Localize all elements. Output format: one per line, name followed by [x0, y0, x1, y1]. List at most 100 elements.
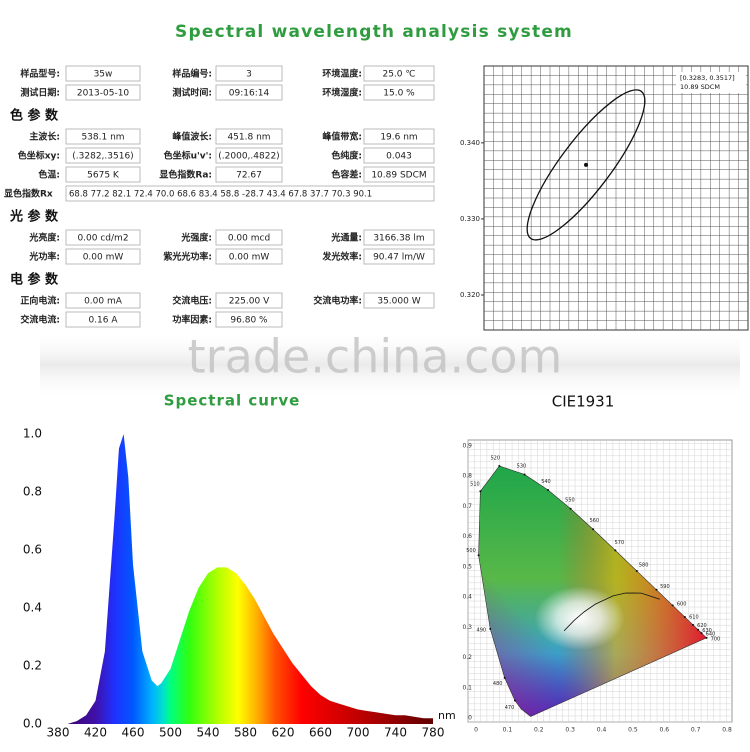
field-value: 0.00 mW: [83, 253, 124, 263]
x-tick-label: 580: [234, 726, 257, 740]
x-tick-label: 0.7: [691, 727, 701, 734]
field-label: 光亮度:: [28, 232, 60, 244]
field-label: 色坐标xy:: [18, 150, 60, 162]
locus-label: 540: [541, 479, 551, 485]
locus-dot: [697, 628, 700, 631]
x-tick-label: 500: [159, 726, 182, 740]
page-title: Spectral wavelength analysis system: [175, 22, 573, 42]
locus-dot: [655, 588, 658, 591]
locus-label: 640: [706, 632, 716, 638]
locus-dot: [503, 676, 506, 679]
x-tick-label: 0.5: [628, 727, 638, 734]
field-label: 功率因素:: [172, 314, 212, 326]
field-label: 色容差:: [331, 169, 362, 181]
field-label: 主波长:: [29, 131, 60, 143]
locus-label: 500: [466, 548, 476, 554]
field-value: 3: [246, 70, 252, 80]
value-box: [363, 147, 435, 164]
value-box: [65, 128, 141, 145]
section-title: 电 参 数: [10, 272, 59, 288]
locus-dot: [513, 699, 516, 702]
locus-label: 510: [470, 482, 480, 488]
locus-label: 580: [639, 563, 649, 569]
field-label: 测试时间:: [172, 87, 212, 99]
field-label: 紫光光功率:: [163, 251, 212, 263]
field-label: 峰值波长:: [172, 131, 212, 143]
locus-label: 520: [490, 455, 500, 461]
gamut-outline: [478, 465, 708, 717]
y-tick-label: 0: [468, 715, 472, 722]
locus-label: 600: [677, 602, 687, 608]
locus-label: 530: [517, 463, 527, 469]
field-value: 5675 K: [87, 171, 120, 181]
locus-dot: [569, 507, 572, 510]
locus-label: 470: [505, 705, 515, 711]
field-label: 环境温度:: [322, 68, 362, 80]
field-value: 0.00 cd/m2: [77, 234, 128, 244]
locus-dot: [477, 554, 480, 557]
field-label: 峰值带宽:: [322, 131, 362, 143]
field-value: 3166.38 lm: [373, 234, 424, 244]
value-box: [363, 248, 435, 265]
locus-dot: [614, 549, 617, 552]
field-value: 451.8 nm: [227, 133, 270, 143]
locus-label: 610: [689, 614, 699, 620]
field-value: 19.6 nm: [380, 133, 417, 143]
value-box: [65, 292, 141, 309]
y-tick-label: 0.2: [462, 654, 472, 661]
field-label: 交流电压:: [172, 295, 212, 307]
spectrum-area: [58, 434, 433, 724]
field-value: 0.00 mA: [84, 297, 123, 307]
locus-dot: [635, 569, 638, 572]
field-value: 0.00 mcd: [228, 234, 270, 244]
y-tick-label: 0.4: [23, 601, 42, 615]
locus-label: 700: [711, 637, 721, 643]
y-tick-label: 0.2: [23, 659, 42, 673]
field-label: 样品编号:: [172, 68, 212, 80]
field-value: 72.67: [236, 171, 262, 181]
field-label: 光功率:: [28, 251, 60, 263]
annotation-box: [676, 72, 746, 93]
x-tick-label: 540: [197, 726, 220, 740]
field-value: (.3282,.3516): [72, 152, 133, 162]
value-box: [65, 166, 141, 183]
value-box: [363, 229, 435, 246]
locus-label: 480: [493, 681, 503, 687]
field-value: 0.00 mW: [229, 253, 270, 263]
field-label: 色纯度:: [331, 150, 362, 162]
x-tick-label: 0.3: [565, 727, 575, 734]
value-box: [215, 84, 283, 101]
field-value: 35.000 W: [377, 297, 420, 307]
locus-dot: [523, 473, 526, 476]
locus-label: 590: [660, 584, 670, 590]
field-value: 09:16:14: [229, 89, 270, 99]
x-tick-label: 620: [272, 726, 295, 740]
field-value: 96.80 %: [230, 316, 268, 326]
value-box: [215, 229, 283, 246]
field-label: 样品型号:: [20, 68, 60, 80]
value-box: [363, 292, 435, 309]
locus-label: 550: [565, 497, 575, 503]
value-box: [65, 147, 141, 164]
value-box: [65, 185, 435, 202]
value-box: [363, 128, 435, 145]
value-box: [215, 147, 283, 164]
locus-dot: [479, 490, 482, 493]
y-tick-label: 0.7: [462, 503, 472, 510]
value-box: [65, 229, 141, 246]
x-tick-label: 0.1: [503, 727, 513, 734]
value-box: [65, 65, 141, 82]
field-label: 色坐标u'v':: [164, 150, 212, 162]
y-tick-label: 0.5: [462, 563, 472, 570]
field-label: 交流电流:: [20, 314, 60, 326]
locus-label: 630: [702, 628, 712, 634]
value-box: [215, 128, 283, 145]
field-value: 0.043: [386, 152, 412, 162]
y-tick-label: 0.340: [460, 139, 480, 147]
locus-dot: [592, 528, 595, 531]
locus-dot: [671, 604, 674, 607]
y-tick-label: 0.1: [462, 684, 472, 691]
field-value: 0.16 A: [88, 316, 118, 326]
y-tick-label: 0.9: [462, 443, 472, 450]
